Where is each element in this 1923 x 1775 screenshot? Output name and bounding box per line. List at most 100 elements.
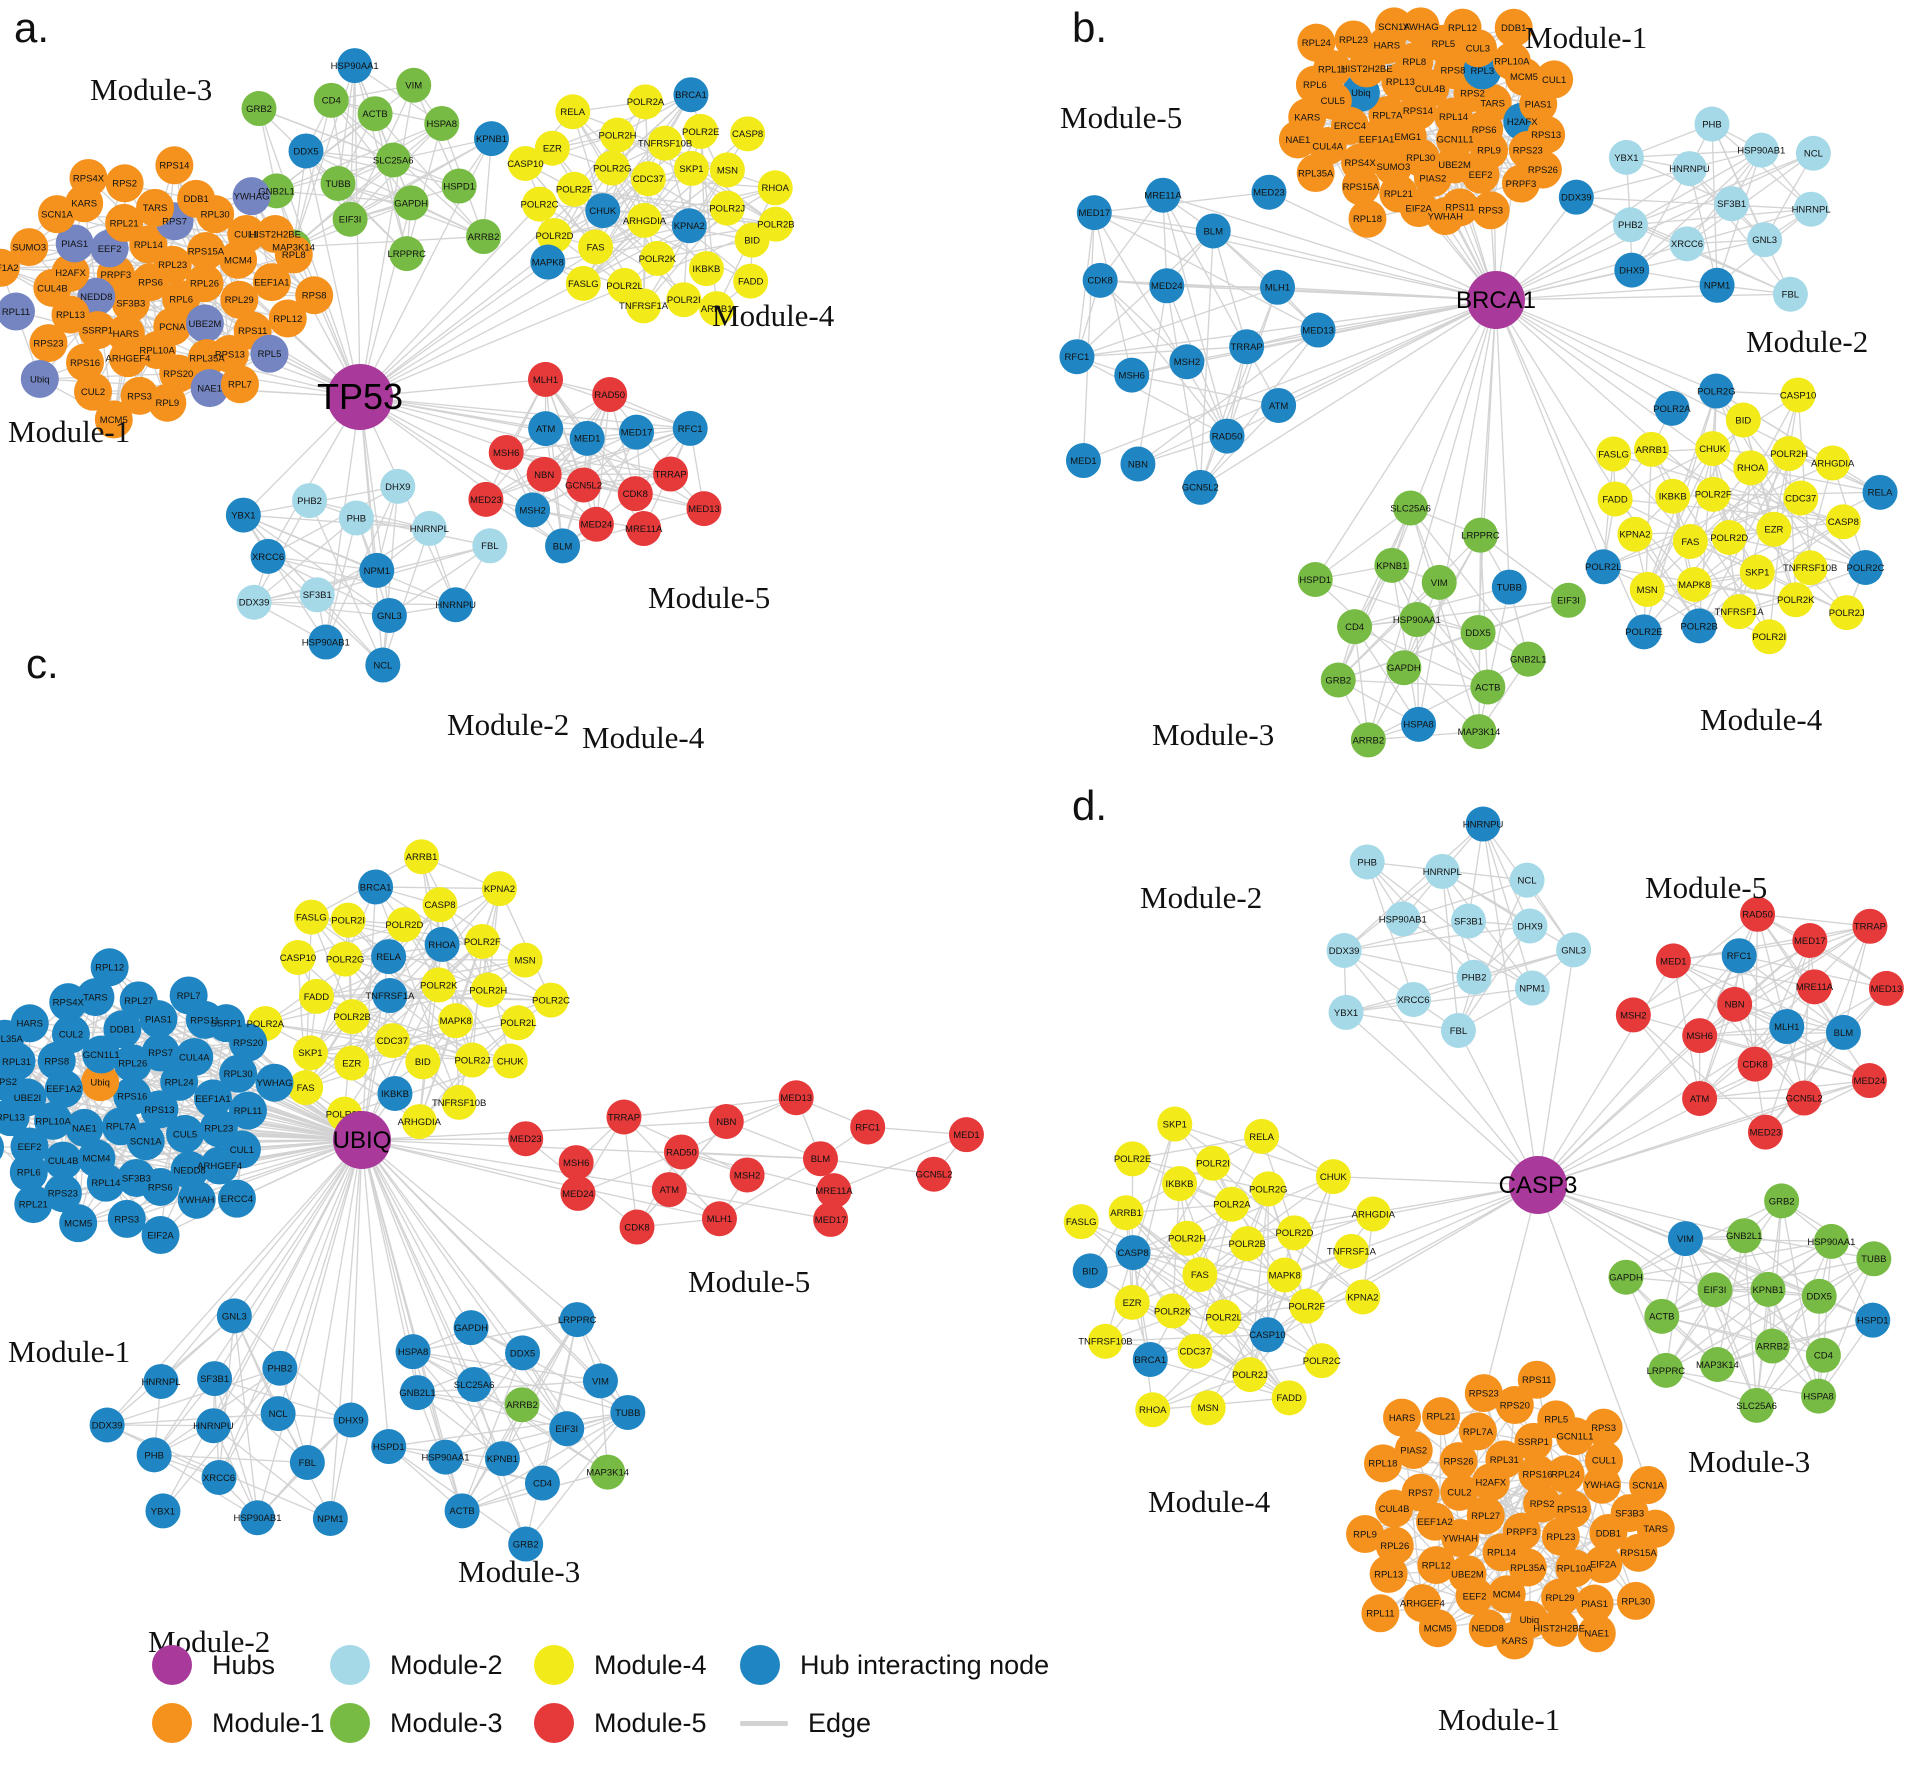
node-MED17 [813, 1201, 849, 1237]
edge [1093, 212, 1133, 376]
edge [293, 235, 484, 248]
node-RAD50 [1209, 418, 1245, 454]
node-HNRNPU [438, 587, 474, 623]
node-KPNB1 [1374, 547, 1410, 583]
hub-edge [1537, 1184, 1716, 1291]
node-HNRNPU [195, 1408, 231, 1444]
node-BID [405, 1044, 441, 1080]
module-name-label: Module-5 [1645, 870, 1767, 905]
node-RPS3 [1471, 191, 1510, 230]
node-EIF2A [141, 1216, 180, 1255]
node-EIF3I [1550, 582, 1586, 618]
node-RPL27 [1466, 1496, 1505, 1535]
hub-CASP3: CASP3 [1499, 1156, 1577, 1214]
hub-edge [359, 94, 692, 398]
node-MED1 [1065, 443, 1101, 479]
node-ARRB1 [1633, 431, 1669, 467]
hub-edge [1162, 194, 1497, 301]
node-HSP90AB1 [239, 1500, 275, 1536]
node-HNRNPU [1465, 806, 1501, 842]
node-CDC37 [374, 1023, 410, 1059]
node-POLR2E [683, 113, 719, 149]
node-RELA [555, 94, 591, 130]
node-FADD [1597, 481, 1633, 517]
node-ARRB2 [1350, 722, 1386, 758]
edge [643, 131, 702, 221]
node-PHB2 [292, 483, 328, 519]
hub-edge [1479, 299, 1497, 536]
node-SSRP1 [207, 1004, 246, 1043]
node-YWHAG [232, 177, 271, 216]
node-RPL6 [9, 1153, 48, 1192]
node-MCM5 [1418, 1609, 1457, 1648]
node-RPS15A [1341, 167, 1380, 206]
hub-edge [1495, 168, 1690, 301]
edge [1699, 1079, 1870, 1100]
edge-swatch-icon [740, 1720, 788, 1726]
node-YWHAG [1401, 7, 1440, 46]
node-RPS13 [140, 1090, 179, 1129]
node-CHUK [585, 193, 621, 229]
edge [525, 1412, 629, 1545]
hub-edge [1137, 299, 1497, 465]
node-HARS [1383, 1398, 1422, 1437]
edge [470, 1327, 568, 1430]
node-HNRNPL [411, 510, 447, 546]
edge [1631, 168, 1691, 271]
edge [1734, 925, 1871, 1005]
node-GNL3 [216, 1298, 252, 1334]
node-TARS [1473, 84, 1512, 123]
node-POLR2L [500, 1005, 536, 1041]
edge [1338, 599, 1569, 681]
node-TUBB [1856, 1241, 1892, 1277]
edge [293, 138, 492, 248]
edge [107, 1412, 279, 1426]
node-SLC25A6 [375, 142, 411, 178]
edge [253, 517, 357, 603]
node-RPS14 [155, 146, 194, 185]
node-MED17 [1792, 923, 1828, 959]
node-RELA [1244, 1118, 1280, 1154]
edge [388, 1411, 628, 1448]
edge [1354, 599, 1569, 628]
node-SLC25A6 [1393, 490, 1429, 526]
node-MSN [709, 152, 745, 188]
edge [1093, 212, 1228, 437]
hub-edge [1278, 299, 1497, 407]
edge [1771, 1200, 1783, 1347]
edge [1632, 1014, 1766, 1133]
hub-edge [1495, 299, 1700, 627]
node-GRB2 [1764, 1183, 1800, 1219]
node-GAPDH [1386, 650, 1422, 686]
edge [1199, 1176, 1334, 1276]
node-GAPDH [1608, 1259, 1644, 1295]
node-MRE11A [1796, 969, 1832, 1005]
hub-edge [1537, 1184, 1773, 1347]
node-XRCC6 [250, 538, 286, 574]
edge [242, 514, 327, 643]
edge [1482, 823, 1534, 989]
module2-swatch-icon [330, 1645, 370, 1685]
edge [1076, 230, 1214, 358]
edge [1661, 1240, 1832, 1317]
node-NCL [260, 1396, 296, 1432]
node-MED1 [1655, 943, 1691, 979]
node-DDX5 [1460, 615, 1496, 651]
edge [1132, 1252, 1268, 1336]
legend-label: Hub interacting node [800, 1649, 1050, 1680]
edge [1366, 861, 1475, 978]
edge [445, 1411, 628, 1458]
node-RPL13 [51, 295, 90, 334]
edge [1757, 913, 1844, 1033]
edge [1126, 1203, 1232, 1214]
node-SKP1 [292, 1035, 328, 1071]
node-NEDD8 [170, 1151, 209, 1190]
node-SF3B1 [1714, 186, 1750, 222]
node-LRPPRC [1462, 517, 1498, 553]
edge [1099, 194, 1164, 281]
node-RPL21 [105, 203, 144, 242]
node-RPL29 [220, 280, 259, 319]
node-EIF3I [549, 1411, 585, 1447]
edge [1076, 356, 1228, 437]
edge [297, 923, 405, 959]
